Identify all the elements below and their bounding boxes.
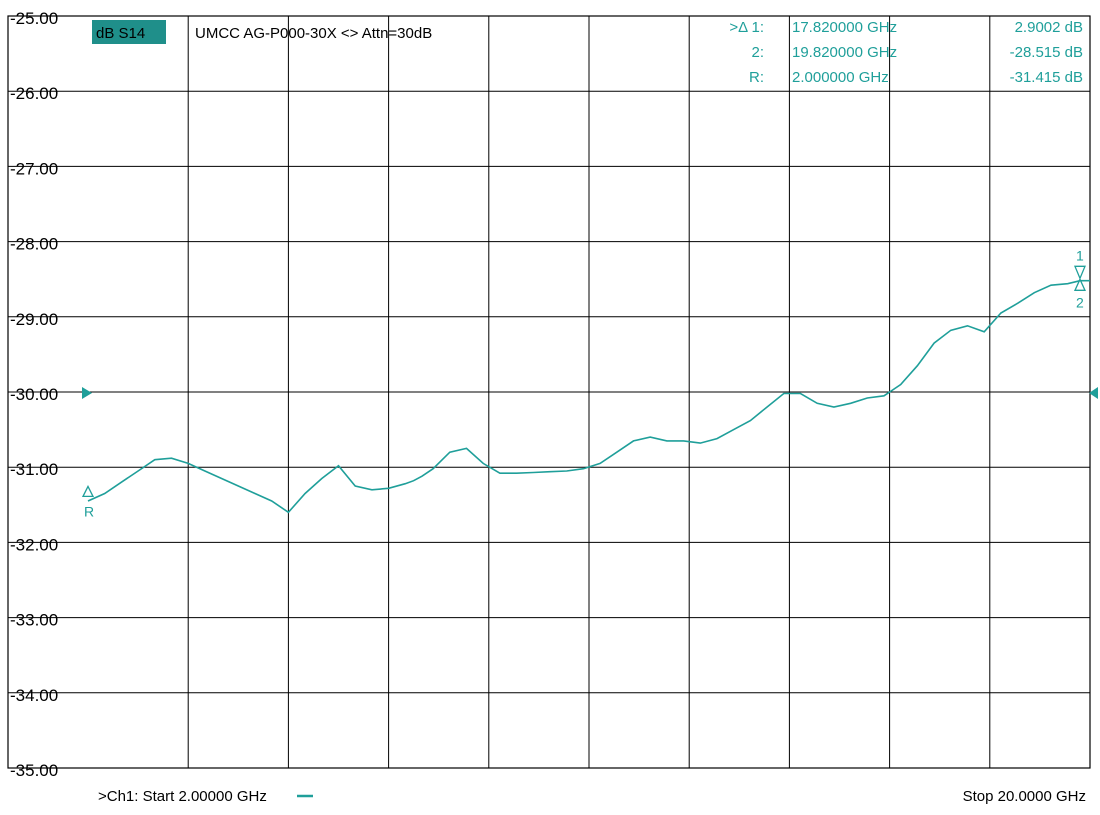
marker-readout-name-2: 2: [751, 44, 764, 61]
marker-readout-freq-1: 17.820000 GHz [792, 19, 897, 36]
y-tick-label: -34.00 [10, 686, 58, 705]
marker-readout-freq-3: 2.000000 GHz [792, 69, 889, 86]
marker-2-label: 2 [1076, 294, 1084, 310]
marker-1-label: 1 [1076, 247, 1084, 263]
marker-1-triangle[interactable] [1074, 265, 1086, 281]
trace-markers: R 1 2 [81, 247, 1086, 519]
marker-readout-value-2: -28.515 dB [1010, 44, 1083, 61]
y-tick-label: -27.00 [10, 159, 58, 178]
marker-readout-freq-2: 19.820000 GHz [792, 44, 897, 61]
trace-line [87, 279, 1090, 514]
marker-R-triangle[interactable] [81, 484, 95, 498]
reference-level-arrow-right[interactable] [1089, 387, 1098, 399]
marker-readout-value-1: 2.9002 dB [1015, 19, 1083, 36]
y-tick-label: -26.00 [10, 84, 58, 103]
marker-readout-name-3: R: [749, 69, 764, 86]
marker-2-triangle[interactable] [1073, 277, 1086, 291]
y-tick-label: -25.00 [10, 9, 58, 28]
y-tick-label: -31.00 [10, 460, 58, 479]
trace-label: dB S14 [96, 25, 145, 42]
grid [7, 15, 1091, 769]
reference-level-arrow-left[interactable] [82, 387, 92, 399]
marker-readout-name-1: >Δ 1: [729, 19, 764, 36]
y-tick-labels: -25.00 -26.00 -27.00 -28.00 -29.00 -30.00 -31.… [10, 9, 58, 780]
start-frequency-label: >Ch1: Start 2.00000 GHz [98, 788, 267, 805]
y-tick-label: -29.00 [10, 310, 58, 329]
trace-label-badge[interactable] [92, 20, 166, 44]
marker-R-label: R [84, 503, 94, 519]
y-tick-label: -30.00 [10, 385, 58, 404]
marker-readout-value-3: -31.415 dB [1010, 69, 1083, 86]
y-tick-label: -35.00 [10, 761, 58, 780]
marker-readout-table: >Δ 1: 17.820000 GHz 2.9002 dB 2: 19.8200… [729, 19, 1083, 86]
stop-frequency-label: Stop 20.0000 GHz [963, 788, 1086, 805]
y-tick-label: -33.00 [10, 611, 58, 630]
y-tick-label: -28.00 [10, 235, 58, 254]
trace-title: UMCC AG-P000-30X <> Attn=30dB [195, 25, 432, 42]
y-tick-label: -32.00 [10, 535, 58, 554]
